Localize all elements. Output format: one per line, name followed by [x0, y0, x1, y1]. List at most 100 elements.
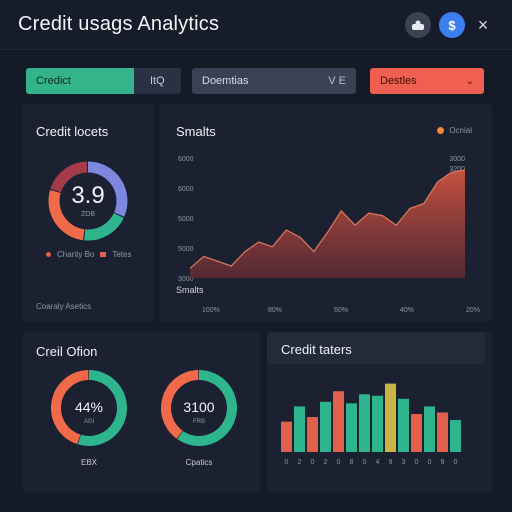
credit-locets-donut: 3.9 ZDB — [48, 161, 128, 241]
legend-dot-icon — [437, 127, 445, 134]
y-tick-label: 6000 — [178, 156, 194, 163]
bar — [320, 401, 331, 452]
donut-legend: Charity Bo Tetes — [46, 250, 131, 259]
donut-segment — [84, 212, 124, 241]
credit-taters-bar-chart: 0 2 0 2 0 8 0 4 9 3 0 0 9 0 — [281, 383, 461, 466]
close-icon: × — [477, 14, 489, 35]
x-tick-label: 8 — [350, 459, 354, 466]
x-tick-label: 0 — [337, 459, 341, 466]
credit-ofion-donut: 44% AGI EBX — [51, 370, 127, 467]
x-tick-label: 9 — [441, 459, 445, 466]
x-axis-label: Smalts — [176, 285, 204, 295]
smalts-legend: Ocnial — [437, 126, 472, 135]
bar — [437, 412, 448, 452]
donut-segment — [161, 370, 199, 439]
donut-segment — [50, 161, 88, 193]
credit-ofion-donuts: 44% AGI EBX 3100 FRB Cpatics — [51, 370, 237, 467]
credit-filter-label: Credict — [36, 75, 71, 87]
y-tick-label: 5000 — [178, 246, 194, 253]
y-tick-label: 3000 — [178, 276, 194, 283]
credit-filter-fill — [26, 68, 134, 94]
credit-ofion-title: Creil Ofion — [36, 344, 98, 359]
details-dropdown[interactable]: Destles ⌄ — [370, 68, 484, 94]
credit-taters-header: Credit taters — [267, 332, 485, 364]
x-tick-label: 0 — [285, 459, 289, 466]
smalts-area-chart: 6000 6000 5000 5000 3000 3000 3200 Smalts 100% 80… — [176, 156, 480, 314]
donut-value: 44% — [75, 399, 103, 415]
credit-filter[interactable]: Credict ItQ — [26, 68, 181, 94]
credit-taters-title: Credit taters — [281, 342, 352, 357]
bar — [359, 394, 370, 452]
bar — [385, 383, 396, 452]
bar — [333, 391, 344, 452]
panel-footer: Coaraly Asetics — [36, 302, 92, 311]
legend-square-icon — [100, 252, 107, 257]
close-button[interactable]: × — [473, 12, 493, 38]
donut-sub: ZDB — [81, 211, 95, 218]
bar — [294, 406, 305, 452]
legend-item: Charity Bo — [57, 250, 95, 259]
donut-sub: AGI — [84, 419, 95, 425]
x-tick-label: 3 — [402, 459, 406, 466]
donut-segment — [77, 370, 127, 446]
donut-value: 3.9 — [71, 182, 104, 209]
billing-button[interactable]: $ — [439, 12, 465, 38]
domain-filter-label: Doemtias — [202, 75, 249, 87]
x-tick-label: 80% — [268, 307, 282, 314]
x-tick-label: 0 — [454, 459, 458, 466]
credit-filter-value: ItQ — [150, 75, 165, 87]
details-dropdown-label: Destles — [380, 75, 417, 87]
x-tick-label: 0 — [311, 459, 315, 466]
x-tick-label: 0 — [363, 459, 367, 466]
domain-filter[interactable]: Doemtias V E — [192, 68, 356, 94]
bar — [307, 417, 318, 452]
x-tick-label: 9 — [389, 459, 393, 466]
page-title: Credit usags Analytics — [18, 13, 220, 35]
smalts-legend-label: Ocnial — [449, 126, 472, 135]
x-tick-label: 40% — [400, 307, 414, 314]
profile-icon — [412, 20, 424, 30]
donut-label: EBX — [81, 458, 98, 467]
x-tick-label: 2 — [324, 459, 328, 466]
credit-locets-panel: Credit locets 3.9 ZDB Charity Bo Tetes C… — [22, 104, 154, 322]
legend-item: Tetes — [112, 250, 132, 259]
legend-dot-icon — [46, 252, 51, 257]
bar — [424, 406, 435, 452]
donut-value: 3100 — [183, 399, 214, 415]
donut-label: Cpatics — [186, 458, 213, 467]
smalts-panel: Smalts Ocnial 6000 6000 5000 5000 3000 3000 32… — [160, 104, 492, 322]
bar — [346, 403, 357, 452]
y-tick-label: 6000 — [178, 186, 194, 193]
donut-segment — [51, 370, 89, 445]
x-tick-label: 0 — [415, 459, 419, 466]
x-tick-label: 60% — [334, 307, 348, 314]
bar — [281, 421, 292, 452]
donut-segment — [48, 189, 85, 241]
area-series-line — [189, 169, 466, 269]
x-tick-label: 0 — [428, 459, 432, 466]
right-tick-label: 3200 — [449, 166, 465, 173]
bar — [372, 395, 383, 452]
chevron-down-icon: ⌄ — [465, 75, 474, 87]
donut-sub: FRB — [193, 419, 205, 425]
area-series — [190, 170, 465, 278]
donut-segment — [177, 370, 237, 446]
credit-locets-title: Credit locets — [36, 124, 109, 139]
y-tick-label: 5000 — [178, 216, 194, 223]
credit-ofion-panel: Creil Ofion 44% AGI EBX 3100 FRB Cpatics — [22, 332, 260, 492]
bar — [398, 398, 409, 452]
top-bar: Credit usags Analytics $ × — [0, 0, 512, 50]
bar — [450, 420, 461, 452]
bar — [411, 414, 422, 452]
x-tick-label: 20% — [466, 307, 480, 314]
profile-button[interactable] — [405, 12, 431, 38]
dollar-icon: $ — [448, 17, 456, 33]
credit-ofion-donut: 3100 FRB Cpatics — [161, 370, 237, 467]
x-tick-label: 2 — [298, 459, 302, 466]
x-tick-label: 100% — [202, 307, 220, 314]
donut-segment — [87, 161, 128, 217]
domain-filter-value: V E — [328, 75, 346, 87]
right-tick-label: 3000 — [449, 156, 465, 163]
x-tick-label: 4 — [376, 459, 380, 466]
smalts-title: Smalts — [176, 124, 216, 139]
